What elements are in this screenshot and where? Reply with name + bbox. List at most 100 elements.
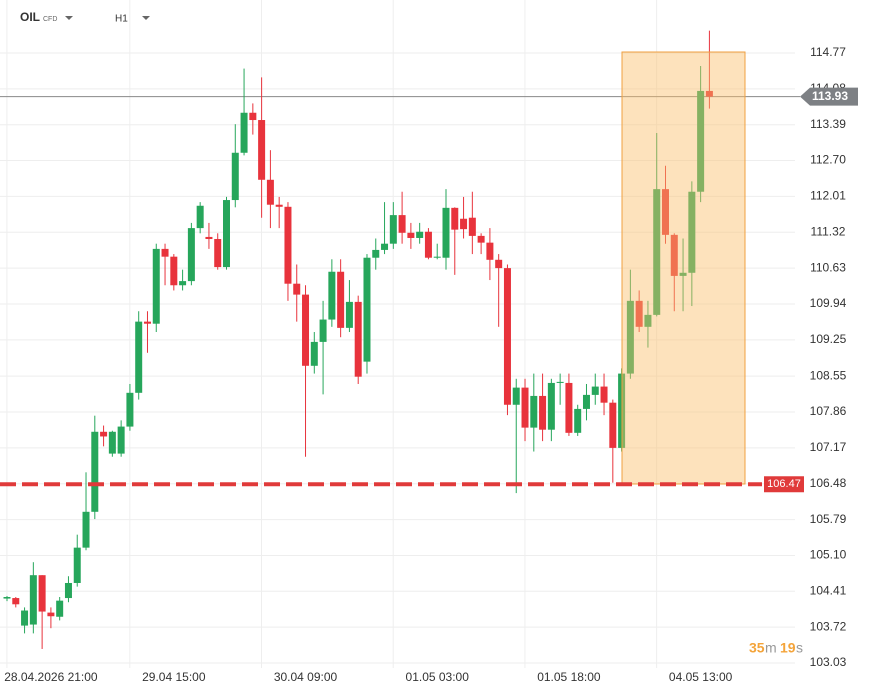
candle-body: [662, 189, 669, 235]
candle-body: [565, 382, 573, 433]
candle-body: [73, 547, 81, 583]
candle-body: [433, 256, 441, 258]
support-label: 106.47: [767, 478, 801, 490]
candle-body: [337, 271, 345, 328]
y-tick-label: 106.48: [810, 476, 847, 490]
y-tick-label: 103.03: [810, 655, 847, 669]
candle-body: [82, 511, 90, 548]
candle-body: [600, 386, 608, 403]
candle-body: [284, 206, 292, 284]
x-tick-label: 01.05 18:00: [537, 670, 601, 684]
y-tick-label: 105.10: [810, 548, 847, 562]
x-tick-label: 04.05 13:00: [669, 670, 733, 684]
candle-body: [486, 242, 494, 260]
candle-body: [477, 235, 485, 243]
interval[interactable]: H1: [115, 14, 128, 25]
candle-body: [495, 259, 503, 269]
y-tick-label: 104.41: [810, 583, 847, 597]
candle-body: [626, 300, 634, 374]
candle-body: [319, 319, 327, 342]
candle-body: [407, 232, 415, 238]
candle-body: [503, 268, 511, 405]
candle-body: [670, 234, 678, 276]
y-tick-label: 109.25: [810, 332, 847, 346]
countdown: 35 m 19 s: [749, 640, 803, 656]
candle-body: [328, 271, 336, 320]
candle-body: [187, 228, 195, 282]
candle-body: [539, 395, 547, 430]
countdown-unit: s: [796, 640, 803, 656]
candle-body: [688, 191, 696, 273]
y-tick-label: 113.39: [810, 117, 846, 131]
candle-body: [108, 431, 116, 454]
candle-body: [644, 314, 652, 327]
candle-body: [117, 426, 125, 454]
candle-body: [416, 231, 424, 238]
candle-body: [345, 301, 353, 328]
candle-body: [196, 205, 204, 229]
x-tick-label: 30.04 09:00: [274, 670, 338, 684]
candle-body: [3, 597, 11, 599]
candle-body: [258, 120, 266, 180]
candle-body: [697, 90, 705, 192]
dropdown-arrow[interactable]: [142, 16, 150, 20]
dropdown-arrow[interactable]: [65, 16, 73, 20]
y-tick-label: 103.72: [810, 619, 847, 633]
candle-body: [372, 249, 380, 258]
y-tick-label: 112.01: [810, 189, 846, 203]
countdown-unit: m: [765, 640, 777, 656]
x-tick-label: 01.05 03:00: [406, 670, 470, 684]
candle-body: [442, 207, 450, 258]
y-tick-label: 105.79: [810, 512, 847, 526]
candle-body: [310, 341, 318, 366]
candle-body: [293, 283, 301, 295]
y-tick-label: 107.17: [810, 440, 847, 454]
candle-body: [398, 215, 406, 233]
candle-body: [530, 395, 538, 428]
candle-body: [424, 231, 432, 258]
y-tick-label: 110.63: [810, 260, 846, 274]
symbol[interactable]: OIL: [20, 10, 40, 24]
candle-body: [574, 408, 582, 433]
last-price-label: 113.93: [812, 89, 848, 103]
candle-body: [468, 217, 476, 236]
candle-body: [21, 610, 29, 626]
candle-body: [249, 112, 257, 121]
y-tick-label: 107.86: [810, 404, 847, 418]
candle-body: [460, 218, 468, 230]
candle-body: [47, 612, 55, 617]
candle-body: [214, 239, 222, 268]
candle-body: [451, 207, 459, 230]
candle-body: [231, 152, 239, 201]
candle-body: [126, 392, 134, 427]
candle-body: [161, 248, 169, 257]
candle-body: [91, 431, 99, 512]
y-tick-label: 111.32: [811, 224, 846, 238]
symbol-kind: CFD: [43, 16, 57, 23]
candle-body: [135, 321, 143, 393]
y-tick-label: 108.55: [810, 368, 847, 382]
candle-body: [521, 387, 529, 428]
candle-body: [547, 382, 555, 430]
x-tick-label: 28.04.2026 21:00: [4, 670, 98, 684]
candle-body: [512, 387, 520, 405]
candle-body: [363, 257, 371, 362]
candle-body: [152, 248, 160, 324]
x-tick-label: 29.04 15:00: [142, 670, 206, 684]
candle-body: [100, 431, 108, 437]
candle-body: [582, 394, 590, 409]
candle-body: [223, 200, 230, 268]
highlight-zone: [621, 51, 746, 485]
candle-body: [143, 321, 151, 324]
candle-body: [591, 386, 599, 395]
candle-body: [679, 272, 687, 276]
last-price-tag: [800, 87, 858, 106]
candle-body: [275, 204, 283, 207]
y-tick-label: 112.70: [810, 153, 846, 167]
candle-body: [705, 90, 713, 97]
candle-body: [29, 575, 37, 625]
candle-body: [240, 112, 248, 153]
support-label-bg: [764, 476, 804, 493]
countdown-minutes: 35: [749, 640, 765, 656]
